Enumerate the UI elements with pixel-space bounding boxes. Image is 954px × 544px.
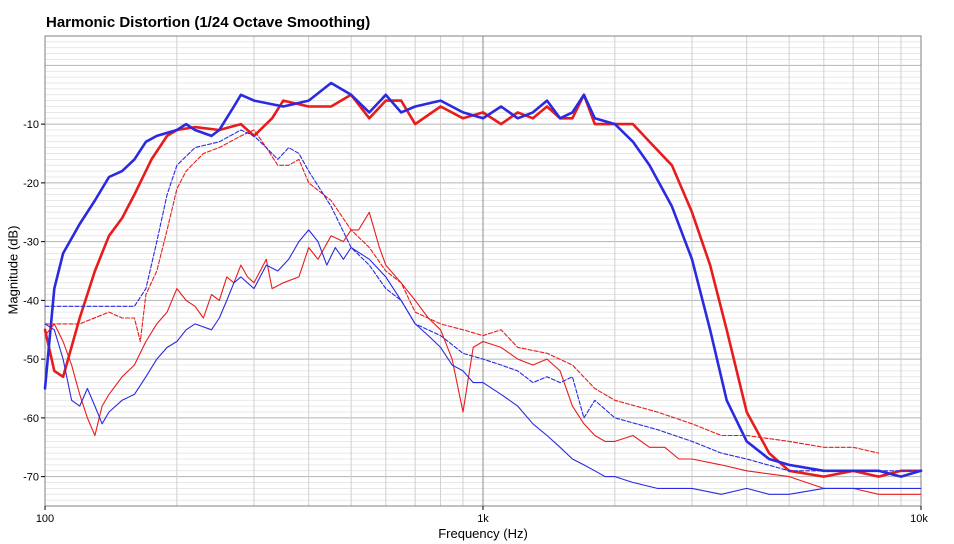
y-tick-label: -10 [23,119,39,131]
y-tick-label: -60 [23,413,39,425]
series-line-5 [44,211,922,495]
axes: -10 -20 -30 -40 -50 -60 -70 100 1k 10k [23,119,928,525]
y-tick-label: -50 [23,354,39,366]
series-line-2 [43,81,923,478]
series-line-3 [44,129,880,454]
y-tick-label: -30 [23,237,39,249]
series-line-6 [44,229,922,495]
y-tick-label: -70 [23,472,39,484]
x-tick-label: 1k [477,513,489,525]
x-tick-label: 10k [910,513,928,525]
series-line-4 [44,129,922,472]
chart-title: Harmonic Distortion (1/24 Octave Smoothi… [46,14,371,31]
series-group [43,81,923,495]
x-axis-label: Frequency (Hz) [438,526,528,541]
grid [44,35,922,507]
series-line-1 [43,93,923,478]
y-tick-label: -40 [23,295,39,307]
x-tick-label: 100 [36,513,54,525]
y-tick-label: -20 [23,178,39,190]
